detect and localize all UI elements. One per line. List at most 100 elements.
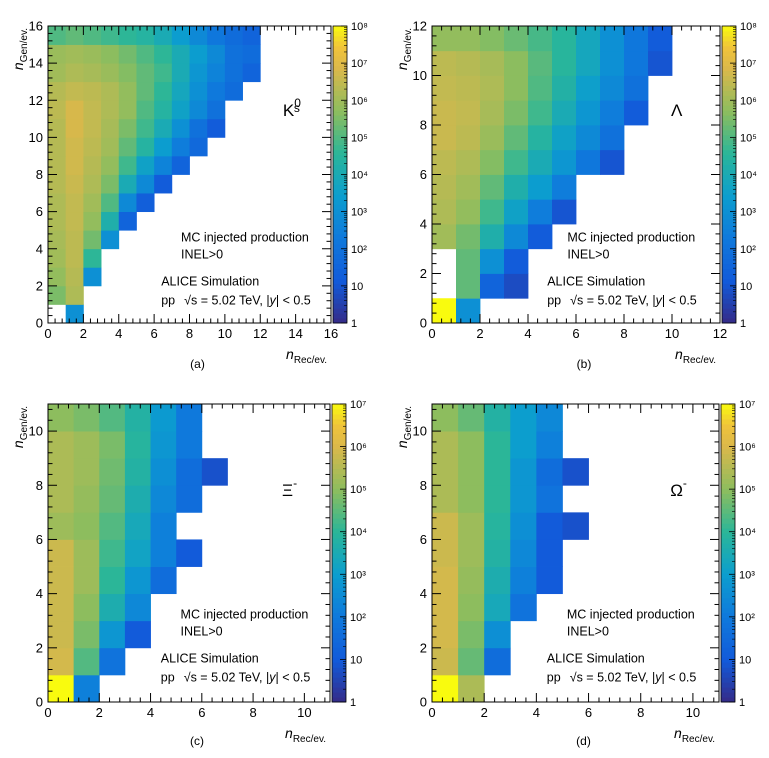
heatmap-cell bbox=[48, 211, 67, 231]
x-tick-label: 2 bbox=[476, 326, 483, 341]
panel-label: (d) bbox=[576, 734, 591, 748]
heatmap-cell bbox=[504, 273, 529, 299]
color-scale-segment bbox=[332, 553, 346, 559]
color-scale-segment bbox=[721, 682, 735, 688]
heatmap-cell bbox=[73, 404, 100, 432]
color-scale-segment bbox=[332, 548, 346, 554]
heatmap-cell bbox=[99, 485, 126, 513]
heatmap-cell bbox=[576, 100, 601, 126]
z-tick-label: 10⁸ bbox=[351, 21, 368, 33]
color-scale-segment bbox=[333, 169, 347, 175]
heatmap-cell bbox=[124, 566, 151, 595]
color-scale-segment bbox=[722, 248, 736, 255]
color-scale-segment bbox=[333, 144, 347, 151]
color-scale-segment bbox=[722, 253, 736, 260]
heatmap-cell bbox=[624, 26, 649, 52]
heatmap-panel-d: 0 2 4 6 8 100246810nRec/ev.nGen/ev.11010²10³1… bbox=[394, 399, 756, 748]
heatmap-cell bbox=[456, 174, 481, 200]
color-scale-segment bbox=[721, 498, 735, 504]
heatmap-cell bbox=[504, 248, 529, 274]
particle-label: K0s bbox=[283, 96, 301, 120]
color-scale-segment bbox=[333, 179, 347, 185]
z-tick-label: 10⁶ bbox=[739, 442, 756, 454]
z-tick-label: 10⁷ bbox=[740, 58, 756, 70]
particle-label: Ω- bbox=[670, 476, 687, 500]
color-scale-segment bbox=[721, 528, 735, 534]
color-scale-segment bbox=[332, 418, 346, 425]
heatmap-cell bbox=[552, 26, 577, 52]
heatmap-cell bbox=[48, 566, 75, 595]
heatmap-cell bbox=[136, 118, 155, 138]
heatmap-cell bbox=[118, 137, 137, 157]
heatmap-cell bbox=[480, 174, 505, 200]
y-tick-label: 0 bbox=[36, 695, 43, 710]
color-scale-segment bbox=[722, 159, 736, 166]
heatmap-cell bbox=[171, 63, 190, 83]
color-scale-segment bbox=[333, 154, 347, 161]
z-tick-label: 10 bbox=[350, 654, 362, 666]
heatmap-cell bbox=[207, 63, 226, 83]
heatmap-cell bbox=[154, 100, 173, 120]
z-tick-label: 1 bbox=[350, 697, 356, 709]
color-scale-segment bbox=[721, 642, 735, 648]
color-scale-frame bbox=[331, 403, 347, 703]
panel-label: (b) bbox=[577, 357, 592, 371]
color-scale-segment bbox=[333, 60, 347, 67]
heatmap-cell bbox=[432, 404, 459, 432]
color-scale-segment bbox=[721, 557, 735, 564]
z-tick-label: 10⁵ bbox=[351, 132, 368, 144]
heatmap-cell bbox=[65, 174, 84, 194]
heatmap-cell bbox=[101, 100, 120, 120]
heatmap-cell bbox=[562, 512, 589, 540]
heatmap-cell bbox=[432, 199, 457, 225]
color-scale-segment bbox=[721, 508, 735, 514]
color-scale-segment bbox=[332, 692, 346, 698]
heatmap-cell bbox=[189, 118, 208, 138]
heatmap-cell bbox=[124, 485, 151, 513]
heatmap-cell bbox=[99, 620, 126, 649]
heatmap-cell bbox=[480, 100, 505, 126]
x-tick-label: 0 bbox=[44, 326, 51, 341]
z-tick-label: 10⁴ bbox=[351, 170, 368, 182]
heatmap-cell bbox=[154, 44, 173, 64]
heatmap-cell bbox=[150, 458, 177, 486]
y-tick-label: 10 bbox=[29, 130, 43, 145]
heatmap-cell bbox=[480, 224, 505, 250]
color-scale-segment bbox=[332, 478, 346, 484]
heatmap-cell bbox=[458, 458, 485, 486]
plot-frame bbox=[47, 403, 331, 703]
x-tick-label: 8 bbox=[620, 326, 627, 341]
plot-frame bbox=[431, 403, 720, 703]
z-tick-label: 10⁴ bbox=[350, 527, 367, 539]
color-scale-segment bbox=[722, 164, 736, 171]
color-scale-segment bbox=[333, 263, 347, 270]
heatmap-cell bbox=[600, 26, 625, 52]
heatmap-cell bbox=[48, 118, 67, 138]
color-scale-segment bbox=[332, 627, 346, 633]
heatmap-cell bbox=[456, 125, 481, 151]
heatmap-cell bbox=[99, 566, 126, 595]
color-scale-segment bbox=[722, 318, 736, 324]
z-tick-label: 1 bbox=[351, 318, 357, 330]
heatmap-cell bbox=[458, 566, 485, 595]
x-tick-label: 4 bbox=[115, 326, 122, 341]
y-tick-label: 4 bbox=[420, 217, 427, 232]
color-scale-segment bbox=[332, 528, 346, 534]
heatmap-cell bbox=[48, 100, 67, 120]
color-scale-segment bbox=[722, 308, 736, 314]
color-scale-segment bbox=[721, 677, 735, 683]
color-scale-segment bbox=[332, 697, 346, 703]
color-scale-segment bbox=[721, 602, 735, 609]
heatmap-cell bbox=[83, 230, 102, 250]
annotation-collaboration: ALICE Simulation bbox=[547, 652, 645, 666]
color-scale-segment bbox=[722, 85, 736, 91]
color-scale-segment bbox=[721, 627, 735, 633]
heatmap-cell bbox=[207, 44, 226, 64]
heatmap-cell bbox=[118, 26, 137, 45]
heatmap-cell bbox=[456, 75, 481, 101]
color-scale-segment bbox=[333, 303, 347, 309]
heatmap-cell bbox=[432, 485, 459, 513]
heatmap-cell bbox=[48, 174, 67, 194]
heatmap-cell bbox=[48, 155, 67, 175]
heatmap-cell bbox=[552, 50, 577, 76]
